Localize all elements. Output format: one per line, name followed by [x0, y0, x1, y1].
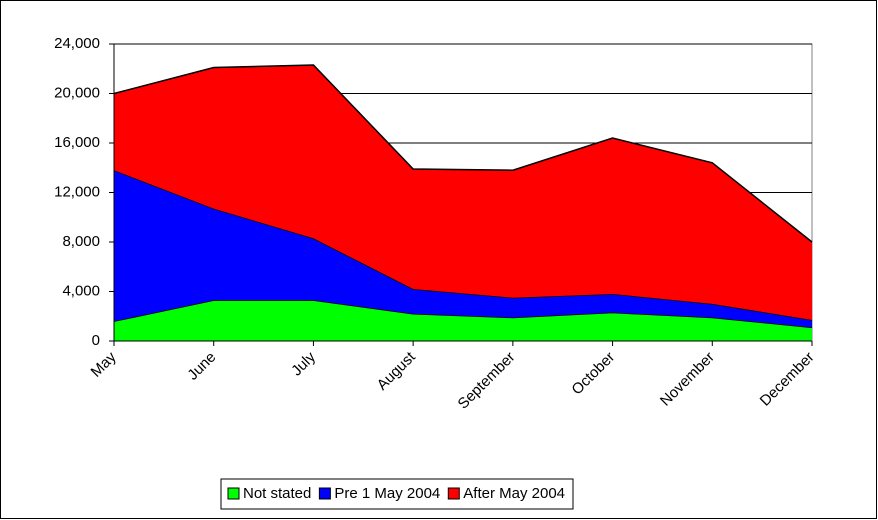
y-tick-label: 12,000 [54, 183, 100, 200]
y-tick-label: 24,000 [54, 35, 100, 52]
legend-box [220, 478, 574, 510]
legend-label: After May 2004 [463, 485, 565, 502]
y-tick-label: 0 [92, 332, 100, 349]
area-outline [113, 64, 813, 243]
legend-swatch [318, 487, 331, 500]
legend-label: Pre 1 May 2004 [334, 485, 440, 502]
y-tick-label: 16,000 [54, 134, 100, 151]
area [114, 65, 812, 320]
legend-label: Not stated [243, 485, 311, 502]
y-tick-label: 20,000 [54, 84, 100, 101]
y-tick-label: 8,000 [62, 233, 100, 250]
area [114, 170, 812, 328]
legend-swatch [447, 487, 460, 500]
legend: Not stated Pre 1 May 2004 After May 2004 [220, 478, 574, 510]
y-tick-label: 4,000 [62, 282, 100, 299]
area [114, 300, 812, 341]
legend-swatch [227, 487, 240, 500]
